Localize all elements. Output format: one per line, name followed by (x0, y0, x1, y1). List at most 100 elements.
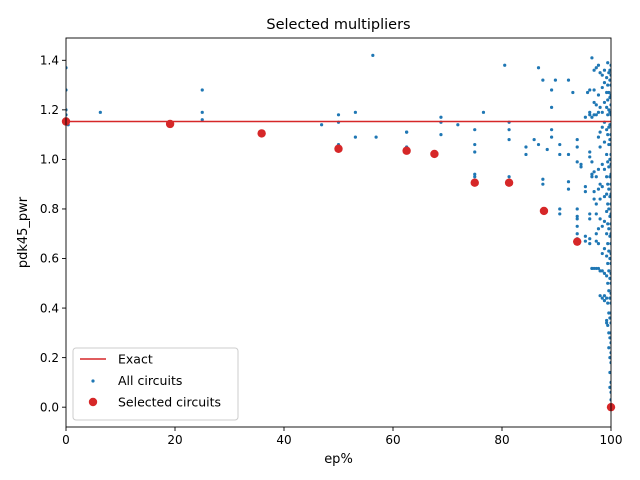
all-circuits-point (473, 142, 477, 147)
all-circuits-point (600, 85, 604, 90)
all-circuits-point (200, 110, 204, 114)
all-circuits-point (588, 155, 592, 159)
all-circuits-point (598, 294, 602, 298)
y-tick-label: 1.0 (40, 153, 59, 167)
all-circuits-point (588, 237, 592, 241)
all-circuits-point (545, 147, 549, 152)
all-circuits-point (579, 165, 583, 169)
all-circuits-point (602, 294, 607, 298)
all-circuits-point (596, 167, 601, 171)
all-circuits-point (592, 100, 596, 105)
all-circuits-point (583, 185, 587, 189)
all-circuits-point (608, 256, 611, 261)
all-circuits-point (606, 113, 610, 117)
all-circuits-point (594, 103, 598, 107)
all-circuits-point (596, 93, 601, 97)
all-circuits-point (605, 152, 609, 157)
all-circuits-point (605, 76, 609, 80)
all-circuits-point (558, 207, 562, 211)
all-circuits-point (590, 115, 594, 119)
all-circuits-point (592, 88, 596, 92)
x-axis: 0 20 40 60 80 100 (62, 427, 622, 447)
all-circuits-point (596, 187, 601, 191)
all-circuits-point (608, 336, 611, 340)
all-circuits-point (590, 160, 594, 164)
all-circuits-point (575, 137, 579, 142)
selected-circuits-point (430, 149, 439, 159)
all-circuits-point (606, 202, 610, 206)
all-circuits-point (607, 165, 611, 169)
all-circuits-point (541, 177, 545, 181)
all-circuits-point (371, 53, 375, 57)
all-circuits-point (606, 98, 610, 102)
all-circuits-point (553, 78, 558, 82)
all-circuits-point (405, 130, 409, 134)
x-tick-label: 100 (600, 433, 623, 447)
all-circuits-point (575, 217, 579, 221)
all-circuits-point (558, 152, 562, 157)
all-circuits-point (602, 219, 607, 223)
all-circuits-point (507, 137, 511, 142)
all-circuits-point (549, 88, 554, 92)
all-circuits-point (590, 172, 594, 176)
all-circuits-point (605, 321, 609, 325)
all-circuits-point (536, 142, 541, 147)
y-tick-label: 0.6 (40, 252, 59, 266)
all-circuits-point (481, 110, 486, 114)
all-circuits-point (600, 110, 604, 114)
all-circuits-point (549, 135, 554, 139)
x-tick-label: 80 (494, 433, 509, 447)
selected-circuits-series (61, 117, 616, 412)
all-circuits-point (608, 78, 611, 82)
all-circuits-point (598, 130, 602, 134)
all-circuits-point (588, 242, 592, 246)
all-circuits-point (608, 276, 611, 280)
all-circuits-point (605, 274, 609, 278)
all-circuits-point (594, 232, 598, 236)
all-circuits-point (602, 247, 607, 251)
all-circuits-point (607, 71, 611, 75)
all-circuits-point (600, 269, 604, 273)
all-circuits-point (596, 63, 601, 67)
all-circuits-point (608, 95, 611, 100)
all-circuits-point (606, 182, 610, 186)
all-circuits-point (594, 212, 598, 216)
all-circuits-point (598, 217, 602, 221)
all-circuits-point (473, 128, 477, 132)
all-circuits-point (585, 90, 590, 95)
y-tick-label: 0.0 (40, 400, 59, 414)
all-circuits-point (439, 133, 443, 137)
selected-circuits-point (504, 178, 514, 187)
all-circuits-point (602, 80, 607, 85)
all-circuits-point (473, 172, 477, 176)
legend-all-circuits-swatch (91, 379, 95, 383)
all-circuits-point (575, 224, 579, 228)
all-circuits-point (607, 249, 611, 253)
all-circuits-point (473, 150, 477, 154)
all-circuits-point (532, 137, 536, 142)
all-circuits-point (608, 234, 611, 238)
selected-circuits-point (470, 178, 479, 187)
all-circuits-point (598, 182, 602, 186)
all-circuits-point (549, 105, 554, 109)
all-circuits-point (596, 266, 601, 271)
all-circuits-point (524, 145, 528, 149)
all-circuits-point (605, 192, 609, 196)
all-circuits-point (607, 346, 611, 350)
all-circuits-point (592, 68, 596, 72)
all-circuits-point (583, 115, 587, 119)
selected-circuits-point (257, 129, 266, 138)
all-circuits-point (596, 227, 601, 231)
legend-selected-circuits-label: Selected circuits (118, 395, 221, 410)
all-circuits-point (602, 299, 607, 303)
all-circuits-point (602, 167, 607, 171)
all-circuits-point (602, 271, 607, 275)
all-circuits-point (600, 73, 604, 77)
all-circuits-point (602, 68, 607, 72)
all-circuits-point (598, 105, 602, 109)
all-circuits-point (600, 251, 604, 256)
all-circuits-point (608, 194, 611, 199)
all-circuits-point (353, 135, 357, 139)
all-circuits-point (583, 234, 587, 238)
all-circuits-point (558, 142, 562, 147)
